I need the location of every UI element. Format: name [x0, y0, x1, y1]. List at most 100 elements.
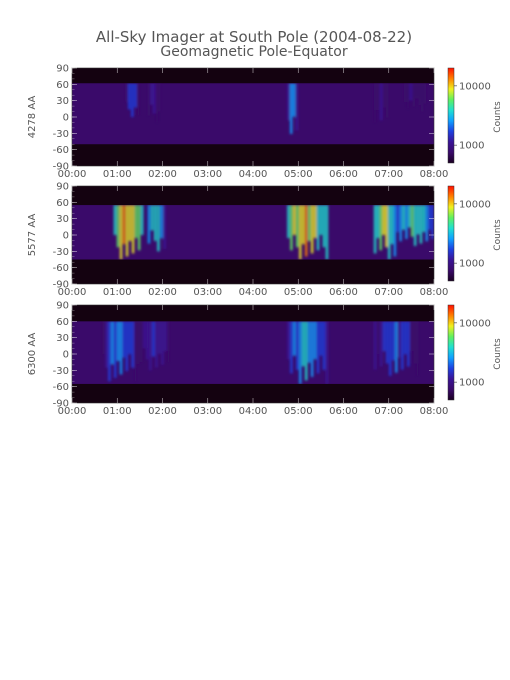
auroral-streak: [316, 205, 320, 251]
y-axis-label: 4278 AA: [27, 96, 38, 139]
auroral-streak: [413, 321, 416, 364]
auroral-streak: [405, 205, 408, 239]
colorbar-tick-label: 1000: [459, 259, 484, 270]
auroral-streak: [152, 321, 155, 357]
auroral-streak: [302, 205, 305, 245]
x-tick-label: 05:00: [284, 287, 313, 298]
auroral-streak: [373, 205, 377, 254]
auroral-streak: [114, 321, 117, 378]
auroral-streak: [137, 205, 141, 251]
auroral-streak: [380, 83, 383, 121]
auroral-streak: [116, 321, 120, 362]
auroral-streak: [287, 205, 290, 239]
auroral-streak: [122, 205, 126, 245]
y-axis-label: 6300 AA: [27, 333, 38, 376]
y-tick-label: -90: [53, 280, 69, 291]
auroral-streak: [413, 205, 417, 246]
auroral-streak: [401, 321, 404, 370]
auroral-streak: [418, 83, 421, 106]
auroral-streak: [325, 205, 329, 260]
y-tick-label: 30: [56, 96, 69, 107]
auroral-streak: [376, 321, 380, 355]
y-tick-label: -60: [53, 263, 69, 274]
x-tick-label: 01:00: [103, 287, 132, 298]
auroral-streak: [299, 205, 302, 260]
auroral-streak: [140, 321, 143, 363]
y-tick-label: 30: [56, 214, 69, 225]
x-tick-label: 04:00: [239, 287, 268, 298]
x-tick-label: 05:00: [284, 169, 313, 180]
auroral-streak: [404, 321, 407, 355]
y-tick-label: 90: [56, 182, 69, 193]
x-tick-label: 04:00: [239, 169, 268, 180]
auroral-streak: [383, 83, 386, 108]
x-tick-label: 07:00: [374, 287, 403, 298]
x-tick-label: 06:00: [329, 406, 358, 417]
auroral-streak: [304, 321, 308, 381]
x-tick-label: 01:00: [103, 406, 132, 417]
auroral-streak: [128, 83, 131, 110]
chart-title-line1: All-Sky Imager at South Pole (2004-08-22…: [96, 28, 412, 46]
colorbar: [448, 305, 454, 400]
colorbar: [448, 68, 454, 163]
auroral-streak: [155, 321, 158, 368]
auroral-streak: [290, 205, 293, 251]
auroral-streak: [137, 321, 140, 365]
auroral-streak: [409, 83, 413, 101]
x-tick-label: 06:00: [329, 169, 358, 180]
auroral-streak: [119, 321, 123, 375]
auroral-streak: [293, 321, 296, 356]
colorbar-frame: [447, 67, 455, 164]
x-tick-label: 05:00: [284, 406, 313, 417]
auroral-streak: [158, 321, 161, 354]
auroral-streak: [163, 205, 166, 249]
auroral-streak: [385, 205, 388, 248]
auroral-streak: [164, 321, 167, 352]
colorbar-frame: [447, 185, 455, 282]
auroral-streak: [398, 321, 401, 358]
auroral-streak: [319, 205, 323, 235]
x-tick-label: 08:00: [420, 406, 449, 417]
y-tick-label: -90: [53, 162, 69, 173]
auroral-streak: [316, 321, 320, 374]
auroral-streak: [143, 321, 146, 349]
auroral-streak: [292, 83, 296, 117]
colorbar-tick-label: 1000: [459, 141, 484, 152]
auroral-streak: [157, 205, 160, 252]
y-tick-label: -30: [53, 247, 69, 258]
y-tick-label: 60: [56, 80, 69, 91]
x-tick-label: 02:00: [148, 406, 177, 417]
x-tick-label: 06:00: [329, 287, 358, 298]
auroral-streak: [373, 321, 377, 370]
y-tick-label: 0: [63, 350, 69, 361]
y-tick-label: -30: [53, 366, 69, 377]
auroral-streak: [147, 83, 150, 116]
auroral-streak: [428, 205, 431, 230]
auroral-streak: [295, 83, 299, 131]
auroral-streak: [140, 205, 144, 235]
y-tick-label: -60: [53, 145, 69, 156]
auroral-streak: [155, 83, 159, 123]
auroral-streak: [313, 205, 317, 239]
auroral-streak: [158, 83, 161, 112]
auroral-streak: [322, 205, 326, 248]
auroral-streak: [406, 83, 410, 109]
auroral-streak: [379, 205, 382, 251]
auroral-streak: [373, 83, 377, 123]
auroral-streak: [407, 321, 410, 367]
x-tick-label: 02:00: [148, 169, 177, 180]
auroral-streak: [304, 205, 308, 257]
auroral-streak: [416, 321, 419, 376]
auroral-streak: [389, 321, 392, 376]
y-tick-label: 60: [56, 198, 69, 209]
y-tick-label: 90: [56, 301, 69, 312]
auroral-streak: [404, 83, 407, 103]
auroral-streak: [287, 83, 290, 121]
auroral-streak: [113, 205, 117, 235]
auroral-streak: [383, 321, 386, 352]
auroral-streak: [322, 321, 326, 370]
x-tick-label: 03:00: [193, 169, 222, 180]
auroral-streak: [425, 205, 428, 242]
